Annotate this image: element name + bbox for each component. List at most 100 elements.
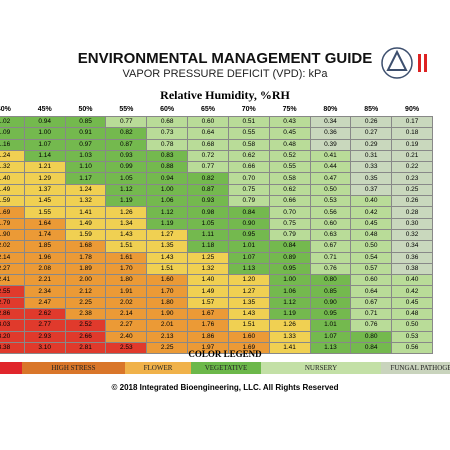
vpd-cell: 1.74	[23, 228, 66, 242]
vpd-cell: 1.40	[187, 274, 229, 287]
vpd-cell: 0.37	[350, 183, 393, 197]
vpd-cell: 1.35	[146, 240, 189, 253]
vpd-cell: 0.50	[309, 183, 352, 197]
vpd-cell: 1.55	[23, 206, 66, 219]
vpd-cell: 1.51	[146, 262, 189, 276]
table-row: 1.491.371.241.121.000.870.750.620.500.37…	[0, 183, 433, 197]
vpd-cell: 1.51	[227, 319, 270, 332]
vpd-cell: 1.07	[309, 330, 352, 343]
vpd-cell: 1.18	[187, 240, 229, 253]
vpd-cell: 0.34	[309, 115, 352, 129]
vpd-cell: 0.62	[227, 149, 270, 163]
vpd-cell: 0.55	[227, 127, 270, 140]
table-row: 2.141.961.781.611.431.251.070.890.710.54…	[0, 251, 433, 264]
vpd-cell: 0.23	[391, 172, 433, 185]
vpd-cell: 0.48	[268, 138, 311, 151]
vpd-cell: 0.42	[350, 206, 393, 219]
vpd-cell: 0.56	[309, 206, 352, 219]
vpd-cell: 1.41	[64, 206, 107, 219]
vpd-cell: 2.14	[105, 308, 148, 321]
vpd-cell: 1.33	[268, 330, 311, 343]
vpd-cell: 1.90	[0, 228, 25, 242]
vpd-cell: 1.13	[309, 341, 352, 355]
vpd-cell: 1.79	[0, 217, 25, 230]
table-row: 1.241.141.030.930.830.720.620.520.410.31…	[0, 149, 433, 163]
vpd-cell: 1.06	[268, 285, 311, 298]
vpd-cell: 0.44	[309, 161, 352, 174]
vpd-cell: 0.64	[187, 127, 229, 140]
vpd-cell: 0.83	[146, 149, 189, 163]
vpd-cell: 0.26	[350, 115, 393, 129]
vpd-cell: 2.27	[0, 262, 25, 276]
vpd-cell: 0.93	[105, 149, 148, 163]
column-header: 90%	[405, 105, 420, 113]
vpd-cell: 0.64	[350, 285, 393, 298]
vpd-cell: 1.51	[105, 240, 148, 253]
header-row: 40% 45% 50% 55% 60% 65% 70% 75% 80% 85% 90%	[0, 103, 433, 117]
table-row: 1.691.551.411.261.120.980.840.700.560.42…	[0, 206, 433, 219]
vpd-cell: 0.50	[350, 240, 393, 253]
vpd-cell: 1.85	[23, 240, 66, 253]
vpd-cell: 0.72	[187, 149, 229, 163]
vpd-cell: 0.94	[23, 115, 66, 129]
logo	[381, 47, 427, 79]
vpd-cell: 1.03	[64, 149, 107, 163]
vpd-cell: 1.57	[187, 296, 229, 310]
vpd-cell: 2.21	[23, 274, 66, 287]
vpd-cell: 0.97	[64, 138, 107, 151]
vpd-cell: 0.66	[268, 195, 311, 208]
vpd-cell: 0.52	[268, 149, 311, 163]
vpd-cell: 0.39	[309, 138, 352, 151]
vpd-cell: 1.21	[23, 161, 66, 174]
vpd-cell: 0.28	[391, 206, 433, 219]
vpd-cell: 1.45	[23, 195, 66, 208]
vpd-cell: 2.86	[0, 308, 25, 321]
table-row: 1.901.741.591.431.271.110.950.790.630.48…	[0, 228, 433, 242]
vpd-cell: 2.53	[105, 341, 148, 355]
vpd-cell: 0.95	[227, 228, 270, 242]
vpd-cell: 0.77	[187, 161, 229, 174]
vpd-cell: 0.71	[309, 251, 352, 264]
vpd-cell: 2.70	[0, 296, 25, 310]
vpd-cell: 1.19	[105, 195, 148, 208]
vpd-cell: 1.14	[23, 149, 66, 163]
vpd-cell: 1.91	[105, 285, 148, 298]
vpd-cell: 0.70	[227, 172, 270, 185]
vpd-cell: 1.32	[64, 195, 107, 208]
vpd-cell: 2.02	[105, 296, 148, 310]
vpd-cell: 0.66	[227, 161, 270, 174]
vpd-cell: 1.07	[227, 251, 270, 264]
vpd-cell: 1.17	[64, 172, 107, 185]
vpd-cell: 1.34	[105, 217, 148, 230]
vpd-cell: 1.59	[0, 195, 25, 208]
column-header: 80%	[323, 105, 338, 113]
vpd-cell: 2.66	[64, 330, 107, 343]
vpd-cell: 0.99	[105, 161, 148, 174]
table-row: 1.020.940.850.770.680.600.510.430.340.26…	[0, 115, 433, 129]
table-row: 3.202.932.662.402.131.861.601.331.070.80…	[0, 330, 433, 343]
vpd-cell: 1.78	[64, 251, 107, 264]
vpd-cell: 0.75	[268, 217, 311, 230]
vpd-cell: 2.62	[23, 308, 66, 321]
vpd-cell: 0.63	[309, 228, 352, 242]
vpd-cell: 2.52	[64, 319, 107, 332]
table-row: 1.591.451.321.191.060.930.790.660.530.40…	[0, 195, 433, 208]
vpd-cell: 2.93	[23, 330, 66, 343]
table-row: 2.021.851.681.511.351.181.010.840.670.50…	[0, 240, 433, 253]
footer: © 2018 Integrated Bioengineering, LLC. A…	[111, 383, 339, 392]
vpd-cell: 1.20	[227, 274, 270, 287]
vpd-cell: 3.38	[0, 341, 25, 355]
vpd-cell: 0.76	[309, 262, 352, 276]
column-header: 40%	[0, 105, 11, 113]
vpd-cell: 1.49	[0, 183, 25, 197]
vpd-cell: 0.82	[187, 172, 229, 185]
vpd-cell: 0.55	[268, 161, 311, 174]
table-row: 1.321.211.100.990.880.770.660.550.440.33…	[0, 161, 433, 174]
vpd-cell: 0.21	[391, 149, 433, 163]
vpd-cell: 1.60	[227, 330, 270, 343]
vpd-cell: 2.12	[64, 285, 107, 298]
vpd-cell: 1.80	[105, 274, 148, 287]
vpd-cell: 0.75	[227, 183, 270, 197]
vpd-cell: 0.53	[391, 330, 433, 343]
vpd-cell: 3.10	[23, 341, 66, 355]
